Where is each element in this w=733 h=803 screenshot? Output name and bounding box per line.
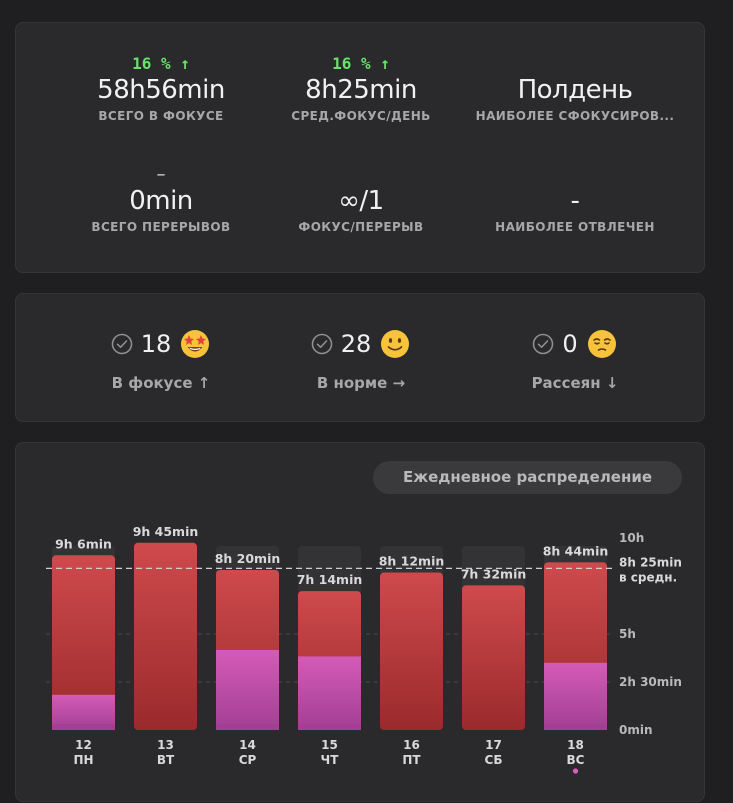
x-tick-weekday: ПТ (402, 753, 421, 767)
y-tick-label: 5h (619, 627, 636, 641)
stat-delta (470, 53, 680, 75)
stat-avg-focus-per-day: 16 % ↑ 8h25min СРЕД.ФОКУС/ДЕНЬ (256, 53, 466, 123)
x-tick-day: 16 (403, 738, 420, 752)
daily-distribution-toggle[interactable]: Ежедневное распределение (373, 461, 682, 494)
average-value-label: 8h 25min (619, 555, 682, 569)
bar-value-label: 7h 14min (297, 572, 363, 587)
bar-focus-pink (216, 650, 279, 730)
check-circle-icon (311, 333, 333, 355)
bar-value-label: 8h 44min (543, 543, 609, 558)
stat-value: - (570, 186, 580, 216)
stat-label: НАИБОЛЕЕ СФОКУСИРОВ... (475, 109, 675, 123)
stat-total-breaks: – 0min ВСЕГО ПЕРЕРЫВОВ (56, 164, 266, 234)
mood-focused: 18 В фокусе ↑ (56, 327, 266, 392)
x-tick-day: 13 (157, 738, 174, 752)
bar-focus-pink-cap (52, 724, 115, 730)
bar-value-label: 8h 12min (379, 554, 445, 569)
mood-count: 0 (562, 330, 578, 358)
stat-value: ∞/1 (338, 186, 384, 216)
stat-label: ВСЕГО В ФОКУСЕ (98, 109, 224, 123)
stat-delta: – (156, 164, 166, 185)
mood-distracted: 0 Рассеян ↓ (470, 327, 680, 392)
x-tick-weekday: СБ (485, 753, 503, 767)
x-tick-day: 12 (75, 738, 92, 752)
mood-normal: 28 В норме → (256, 327, 466, 392)
x-tick-day: 18 (567, 738, 584, 752)
bar-focus-red (380, 572, 443, 730)
stat-label: НАИБОЛЕЕ ОТВЛЕЧЕН (495, 220, 655, 234)
today-dot-icon (572, 768, 579, 774)
average-sub-label: в средн. (619, 570, 677, 584)
stat-delta: 16 % ↑ (332, 54, 390, 73)
check-circle-icon (533, 333, 554, 355)
bar-value-label: 9h 6min (55, 536, 112, 551)
daily-distribution-card: Ежедневное распределение 9h 6min 12 ПН 9h 4… (15, 442, 705, 802)
mood-count: 28 (340, 330, 372, 358)
x-tick-weekday: ЧТ (321, 753, 340, 767)
bar-focus-red (462, 585, 525, 730)
bar-focus-pink (544, 662, 607, 730)
mood-summary-card: 18 В фокусе ↑ 28 В норме (15, 293, 705, 422)
stat-total-focus: 16 % ↑ 58h56min ВСЕГО В ФОКУСЕ (56, 53, 266, 123)
y-tick-label: 10h (619, 531, 644, 545)
stat-value: Полдень (517, 75, 633, 105)
x-tick-day: 14 (239, 738, 256, 752)
stat-most-focused: Полдень НАИБОЛЕЕ СФОКУСИРОВ... (470, 53, 680, 123)
focus-stats-card: 16 % ↑ 58h56min ВСЕГО В ФОКУСЕ 16 % ↑ 8h… (15, 22, 705, 273)
stat-focus-break-ratio: ∞/1 ФОКУС/ПЕРЕРЫВ (256, 164, 466, 234)
bar-focus-pink-cap (298, 724, 361, 730)
stat-value: 8h25min (305, 75, 417, 105)
stat-most-distracted: - НАИБОЛЕЕ ОТВЛЕЧЕН (470, 164, 680, 234)
stat-label: ВСЕГО ПЕРЕРЫВОВ (91, 220, 231, 234)
stat-delta (256, 164, 466, 186)
y-tick-label: 0min (619, 723, 653, 737)
bar-value-label: 7h 32min (461, 566, 527, 581)
stat-value: 58h56min (97, 75, 225, 105)
check-circle-icon (111, 333, 133, 355)
x-tick-weekday: ПН (73, 753, 93, 767)
mood-label: В норме → (316, 374, 406, 392)
mood-label: В фокусе ↑ (111, 374, 211, 392)
x-tick-weekday: СР (239, 753, 257, 767)
stat-delta: 16 % ↑ (132, 54, 190, 73)
y-tick-label: 2h 30min (619, 675, 682, 689)
bar-focus-pink-cap (216, 724, 279, 730)
pensive-emoji-icon (587, 330, 616, 358)
bar-focus-red (52, 555, 115, 730)
bar-value-label: 8h 20min (215, 551, 281, 566)
x-tick-weekday: ВС (567, 753, 585, 767)
bar-value-label: 9h 45min (133, 524, 199, 539)
stat-value: 0min (129, 186, 193, 216)
stat-label: СРЕД.ФОКУС/ДЕНЬ (291, 109, 431, 123)
star-struck-emoji-icon (181, 330, 210, 358)
mood-label: Рассеян ↓ (531, 374, 619, 392)
x-tick-weekday: ВТ (157, 753, 175, 767)
mood-count: 18 (140, 330, 172, 358)
x-tick-day: 15 (321, 738, 338, 752)
stat-delta (470, 164, 680, 186)
bar-focus-pink (298, 656, 361, 730)
bar-focus-red (134, 542, 197, 730)
x-tick-day: 17 (485, 738, 502, 752)
bar-focus-pink-cap (544, 724, 607, 730)
slight-smile-emoji-icon (381, 330, 410, 358)
stat-label: ФОКУС/ПЕРЕРЫВ (298, 220, 424, 234)
